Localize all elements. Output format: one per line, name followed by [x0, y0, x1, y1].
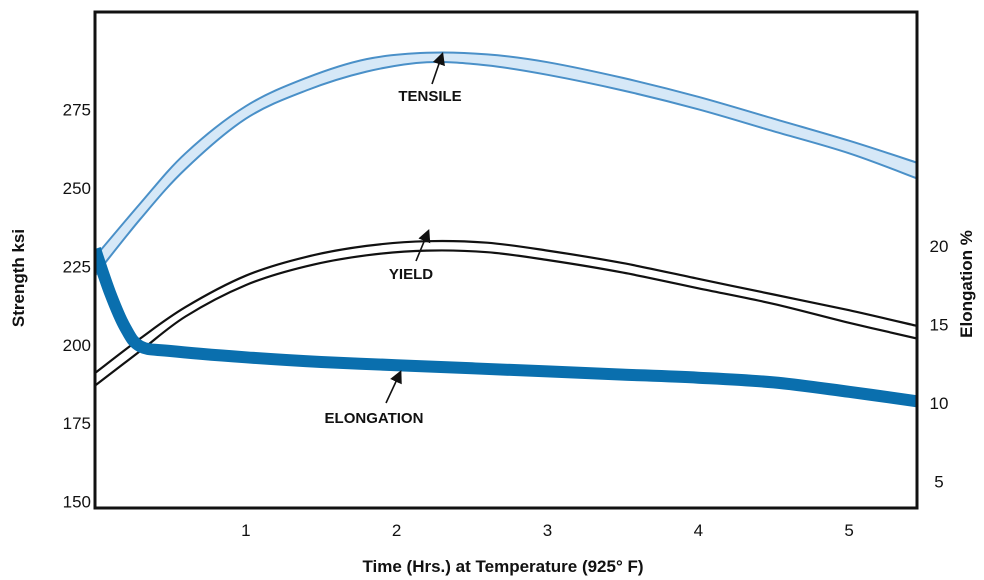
- series-layer: [95, 51, 917, 408]
- elongation-annotation-arrow: [385, 370, 402, 404]
- tensile-upper-line: [95, 51, 917, 258]
- y-left-axis-title: Strength ksi: [9, 229, 28, 327]
- x-tick-label: 2: [392, 521, 401, 540]
- x-tick-label: 3: [543, 521, 552, 540]
- plot-frame: [93, 10, 919, 510]
- x-axis-ticks: 1 2 3 4 5: [241, 521, 854, 540]
- yield-annotation-arrow: [415, 229, 431, 262]
- yield-upper-line: [95, 239, 917, 374]
- y-right-tick-label: 15: [930, 315, 949, 334]
- elongation-annotation-label: ELONGATION: [325, 410, 424, 427]
- x-axis-title: Time (Hrs.) at Temperature (925° F): [362, 557, 643, 576]
- y-left-tick-label: 250: [63, 179, 91, 198]
- tensile-annotation-label: TENSILE: [398, 88, 461, 105]
- yield-annotation-label: YIELD: [389, 266, 433, 283]
- elongation-line: [95, 247, 917, 408]
- y-left-tick-label: 150: [63, 493, 91, 512]
- tensile-lower-line: [95, 60, 917, 277]
- y-right-tick-label: 20: [930, 237, 949, 256]
- x-tick-label: 5: [844, 521, 853, 540]
- annotations: TENSILE YIELD ELONGATION: [325, 51, 462, 427]
- y-left-tick-label: 275: [63, 100, 91, 119]
- yield-lower-line: [95, 249, 917, 387]
- y-right-axis-title: Elongation %: [957, 230, 976, 338]
- y-right-tick-label: 5: [934, 472, 943, 491]
- x-tick-label: 4: [694, 521, 703, 540]
- y-left-tick-label: 175: [63, 414, 91, 433]
- y-right-axis-ticks: 5 10 15 20: [930, 237, 949, 491]
- tensile-annotation-arrow: [431, 51, 445, 85]
- x-tick-label: 1: [241, 521, 250, 540]
- tensile-band: [95, 52, 917, 276]
- y-right-tick-label: 10: [930, 394, 949, 413]
- y-left-axis-ticks: 150 175 200 225 250 275: [63, 100, 91, 511]
- y-left-tick-label: 200: [63, 336, 91, 355]
- y-left-tick-label: 225: [63, 257, 91, 276]
